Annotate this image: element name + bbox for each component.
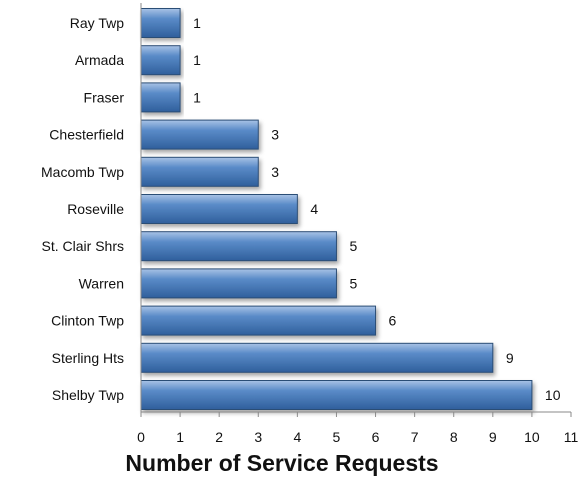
bar xyxy=(140,119,259,150)
x-tick-label: 3 xyxy=(254,429,262,445)
bar xyxy=(140,231,337,262)
x-tick-label: 8 xyxy=(450,429,458,445)
x-tick-label: 1 xyxy=(176,429,184,445)
value-label: 5 xyxy=(349,275,357,291)
value-labels: 1 1 1 3 3 4 5 5 6 9 10 xyxy=(193,15,561,403)
x-tick-label: 6 xyxy=(372,429,380,445)
bar xyxy=(140,342,494,373)
category-label: Warren xyxy=(79,275,124,291)
value-label: 5 xyxy=(349,238,357,254)
bar xyxy=(140,194,298,224)
x-axis-title: Number of Service Requests xyxy=(125,450,438,476)
x-tick-label: 10 xyxy=(524,429,540,445)
value-label: 3 xyxy=(271,164,279,180)
bar xyxy=(140,82,181,113)
bar xyxy=(140,156,259,187)
x-axis-ticks: 0 1 2 3 4 5 6 7 8 9 10 11 xyxy=(137,412,578,445)
category-label: Roseville xyxy=(67,201,124,217)
value-label: 1 xyxy=(193,89,201,105)
bars-group xyxy=(140,8,533,410)
category-label: Clinton Twp xyxy=(51,313,124,329)
value-label: 9 xyxy=(506,350,514,366)
category-label: Macomb Twp xyxy=(41,164,124,180)
value-label: 10 xyxy=(545,387,561,403)
value-label: 6 xyxy=(389,313,397,329)
category-label: Sterling Hts xyxy=(52,350,124,366)
bar xyxy=(140,380,533,410)
value-label: 1 xyxy=(193,15,201,31)
category-label: Shelby Twp xyxy=(52,387,124,403)
x-tick-label: 0 xyxy=(137,429,145,445)
value-label: 4 xyxy=(310,201,318,217)
category-label: Ray Twp xyxy=(70,15,124,31)
category-labels: Ray Twp Armada Fraser Chesterfield Macomb Tw… xyxy=(41,15,124,403)
x-tick-label: 9 xyxy=(489,429,497,445)
bar xyxy=(140,45,181,76)
category-label: Armada xyxy=(75,52,124,68)
value-label: 3 xyxy=(271,127,279,143)
x-tick-label: 4 xyxy=(293,429,301,445)
bar xyxy=(140,268,337,299)
category-label: Chesterfield xyxy=(49,127,124,143)
value-label: 1 xyxy=(193,52,201,68)
x-tick-label: 7 xyxy=(411,429,419,445)
x-tick-label: 11 xyxy=(564,429,579,445)
bar xyxy=(140,305,377,336)
x-tick-label: 2 xyxy=(215,429,223,445)
category-label: St. Clair Shrs xyxy=(42,238,124,254)
bar xyxy=(140,8,181,38)
x-tick-label: 5 xyxy=(333,429,341,445)
category-label: Fraser xyxy=(84,89,125,105)
